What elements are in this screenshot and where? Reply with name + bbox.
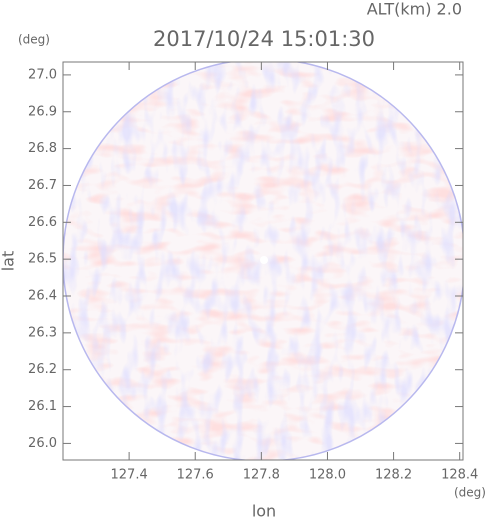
x-tick-label: 127.4 — [111, 468, 148, 483]
y-axis-label: lat — [0, 251, 18, 272]
y-tick-label: 27.0 — [28, 67, 57, 82]
y-tick-label: 26.5 — [28, 252, 57, 267]
x-unit: (deg) — [454, 486, 486, 500]
y-tick-label: 26.4 — [28, 289, 57, 304]
chart-title: 2017/10/24 15:01:30 — [153, 27, 375, 51]
y-tick-label: 26.7 — [28, 178, 57, 193]
y-unit: (deg) — [18, 33, 50, 47]
x-tick-label: 128.0 — [309, 468, 346, 483]
x-tick-label: 127.8 — [243, 468, 280, 483]
altitude-label: ALT(km) 2.0 — [367, 0, 462, 19]
y-tick-label: 26.0 — [28, 436, 57, 451]
y-tick-label: 26.8 — [28, 141, 57, 156]
y-tick-label: 26.6 — [28, 215, 57, 230]
y-tick-label: 26.2 — [28, 362, 57, 377]
y-tick-label: 26.3 — [28, 325, 57, 340]
y-tick-label: 26.1 — [28, 399, 57, 414]
x-tick-label: 128.4 — [441, 468, 478, 483]
y-tick-label: 26.9 — [28, 104, 57, 119]
x-tick-label: 128.2 — [375, 468, 412, 483]
x-tick-label: 127.6 — [177, 468, 214, 483]
plot-frame — [62, 61, 464, 461]
x-axis-label: lon — [252, 502, 276, 521]
radar-field — [63, 62, 463, 460]
